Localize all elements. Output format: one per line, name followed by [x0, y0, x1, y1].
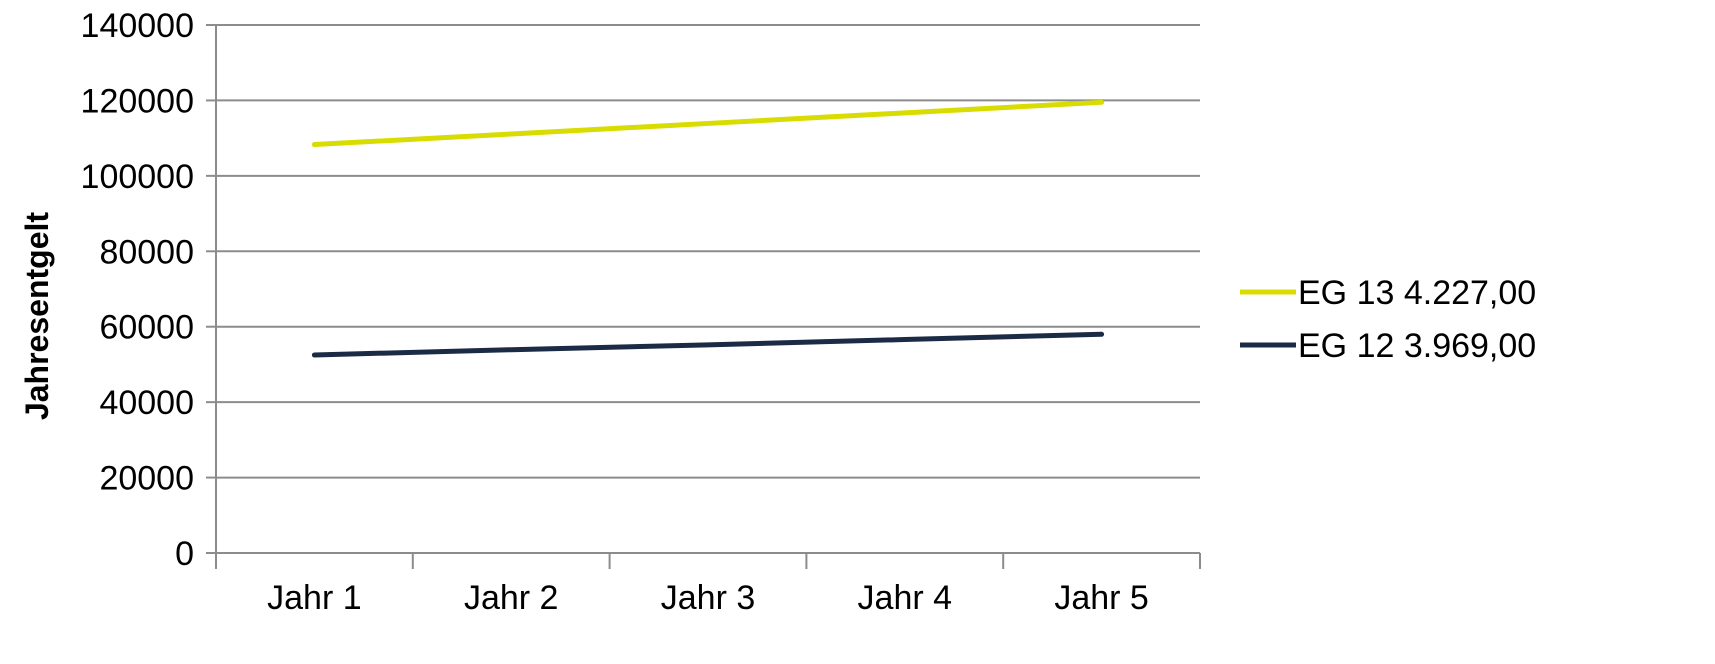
y-axis-label: Jahresentgelt	[19, 212, 55, 420]
x-tick-label: Jahr 2	[464, 579, 559, 617]
y-tick-label: 20000	[99, 460, 194, 498]
y-tick-label: 40000	[99, 384, 194, 422]
legend: EG 13 4.227,00 EG 12 3.969,00	[1240, 274, 1536, 365]
x-tick-label: Jahr 1	[267, 579, 362, 617]
y-tick-label: 140000	[81, 7, 194, 45]
y-tick-label: 60000	[99, 309, 194, 347]
y-tick-label: 80000	[99, 233, 194, 271]
y-tick-label: 100000	[81, 158, 194, 196]
x-tick-label: Jahr 3	[661, 579, 756, 617]
axes	[206, 24, 1201, 569]
x-tick-label: Jahr 5	[1054, 579, 1149, 617]
x-tick-label: Jahr 4	[858, 579, 953, 617]
gridlines	[216, 24, 1200, 479]
series-line-1	[311, 99, 1105, 148]
series-line-2	[311, 331, 1105, 358]
y-tick-labels: 0 20000 40000 60000 80000 100000 120000 140000	[81, 7, 194, 573]
series-lines	[311, 99, 1105, 358]
legend-label: EG 13 4.227,00	[1298, 274, 1536, 312]
y-tick-label: 0	[175, 535, 194, 573]
y-tick-label: 120000	[81, 82, 194, 120]
x-tick-labels: Jahr 1 Jahr 2 Jahr 3 Jahr 4 Jahr 5	[267, 579, 1149, 617]
legend-label: EG 12 3.969,00	[1298, 327, 1536, 365]
